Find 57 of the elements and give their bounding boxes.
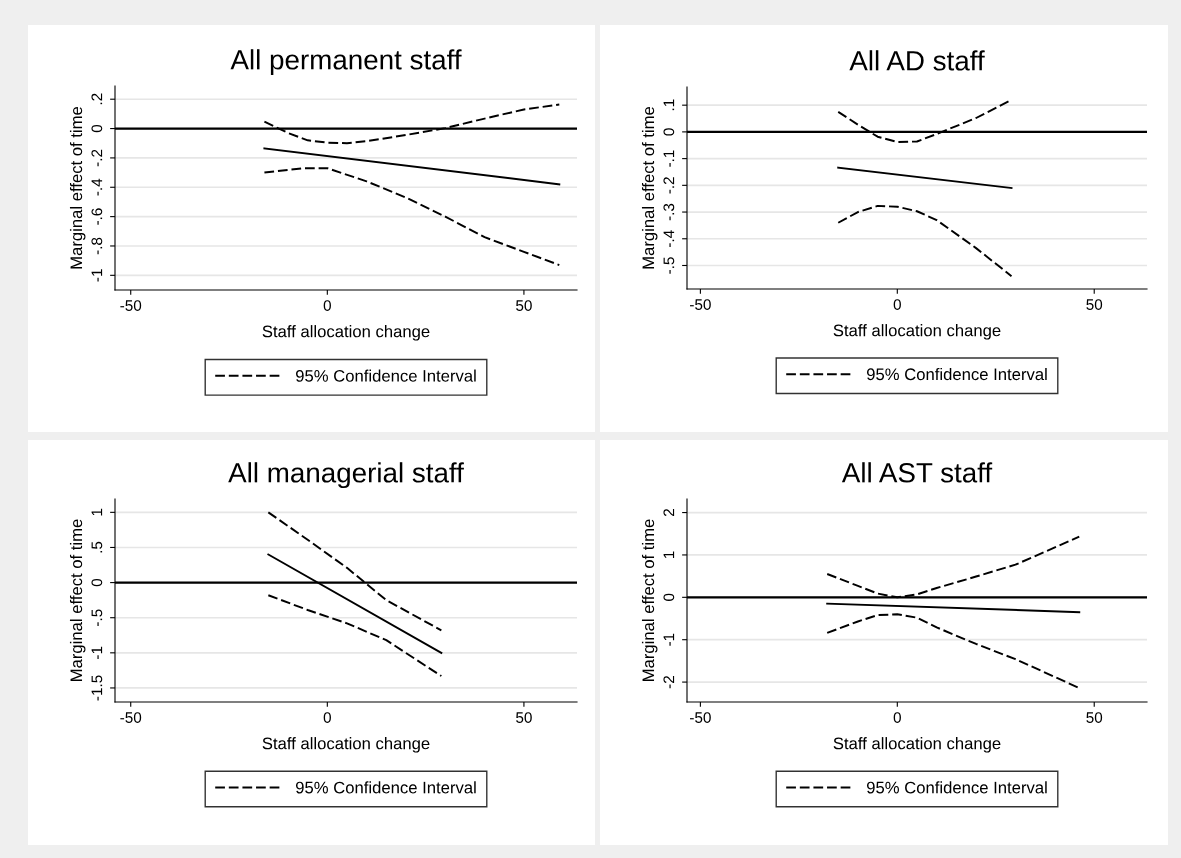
chart-title: All AD staff: [849, 50, 985, 71]
y-tick-label: -2: [663, 676, 675, 689]
y-axis-title: Marginal effect of time: [641, 519, 658, 681]
x-tick-label: 0: [323, 300, 331, 311]
y-tick-label: 0: [91, 578, 103, 587]
x-tick-label: -50: [690, 299, 711, 310]
x-tick-label: -50: [690, 712, 711, 723]
y-tick-label: -.4: [663, 230, 675, 247]
legend-label: 95% Confidence Interval: [866, 367, 1047, 381]
legend-label: 95% Confidence Interval: [295, 781, 476, 794]
y-axis-title: Marginal effect of time: [641, 106, 658, 269]
x-tick-label: 0: [893, 712, 901, 723]
x-axis-title: Staff allocation change: [262, 325, 430, 341]
x-axis-title: Staff allocation change: [262, 737, 430, 753]
chart-title: All AST staff: [841, 462, 993, 483]
y-tick-label: -1: [91, 646, 103, 659]
x-tick-label: 50: [1086, 712, 1103, 723]
line-series: [826, 613, 1081, 689]
y-tick-label: 0: [663, 128, 675, 136]
y-tick-label: -1: [663, 633, 675, 646]
y-tick-label: .1: [663, 99, 675, 111]
y-tick-label: 0: [91, 124, 103, 133]
y-tick-label: -.5: [91, 609, 103, 626]
y-tick-label: -.1: [663, 150, 675, 167]
y-tick-label: 1: [91, 508, 103, 516]
y-tick-label: -1: [91, 269, 103, 282]
x-axis-title: Staff allocation change: [833, 324, 1001, 340]
y-tick-label: 2: [663, 509, 675, 517]
x-tick-label: 0: [893, 299, 901, 310]
x-tick-label: -50: [120, 300, 142, 311]
y-tick-label: 0: [663, 593, 675, 601]
legend-label: 95% Confidence Interval: [295, 369, 476, 382]
x-tick-label: 50: [516, 712, 532, 723]
line-series: [263, 167, 561, 267]
y-tick-label: 1: [663, 551, 675, 559]
y-tick-label: .2: [91, 93, 103, 105]
x-tick-label: 50: [516, 300, 532, 311]
y-tick-label: -1.5: [91, 675, 103, 701]
chart-title: All permanent staff: [230, 49, 462, 76]
x-tick-label: -50: [120, 712, 142, 723]
y-tick-label: -.3: [663, 203, 675, 221]
y-tick-label: .5: [91, 541, 103, 553]
line-series: [837, 204, 1013, 278]
chart-title: All managerial staff: [228, 462, 464, 489]
y-axis-title: Marginal effect of time: [69, 519, 86, 681]
y-tick-label: -.2: [663, 177, 675, 194]
y-tick-label: -.8: [91, 237, 103, 255]
x-tick-label: 50: [1086, 299, 1103, 310]
y-tick-label: -.5: [663, 257, 675, 274]
legend-label: 95% Confidence Interval: [866, 781, 1047, 794]
y-tick-label: -.4: [91, 178, 103, 196]
y-axis-title: Marginal effect of time: [69, 106, 86, 269]
x-axis-title: Staff allocation change: [833, 737, 1001, 753]
line-series: [267, 594, 443, 677]
x-tick-label: 0: [323, 712, 331, 723]
y-tick-label: -.2: [91, 149, 103, 167]
y-tick-label: -.6: [91, 208, 103, 225]
